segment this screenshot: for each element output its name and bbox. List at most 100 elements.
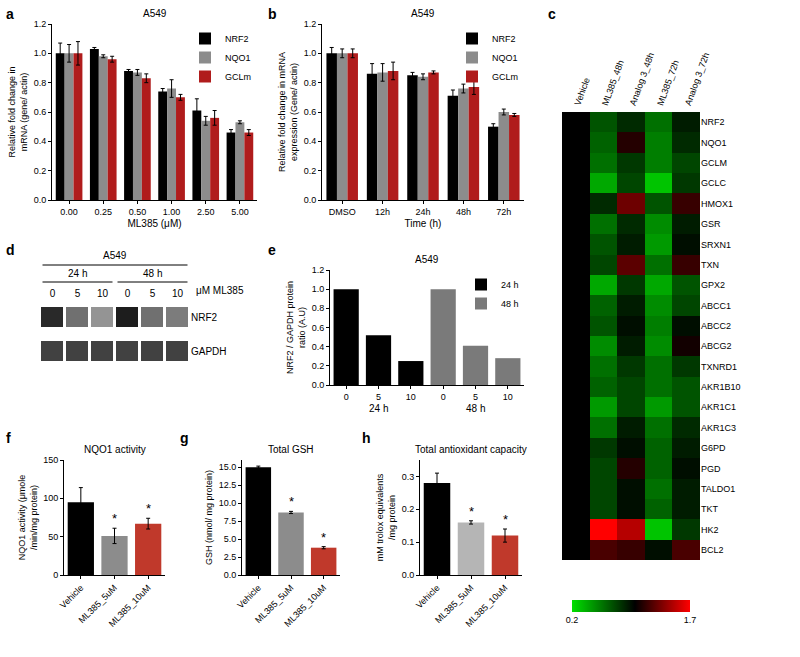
svg-text:ML385_5uM: ML385_5uM (253, 583, 295, 625)
svg-text:10: 10 (172, 288, 184, 299)
svg-text:2.50: 2.50 (197, 207, 215, 217)
svg-text:PGD: PGD (701, 464, 721, 474)
svg-text:100: 100 (43, 493, 58, 503)
svg-text:ML385_5uM: ML385_5uM (77, 583, 119, 625)
svg-text:Relative fold change in mRNAex: Relative fold change in mRNAexpression (… (277, 52, 299, 172)
svg-text:b: b (268, 6, 277, 22)
svg-text:mM trolox equivalents/mg prote: mM trolox equivalents/mg protein (375, 473, 397, 561)
svg-text:μM ML385: μM ML385 (196, 285, 244, 296)
svg-text:NRF2: NRF2 (191, 312, 218, 323)
svg-text:GCLm: GCLm (492, 72, 518, 82)
svg-text:0.50: 0.50 (129, 207, 147, 217)
svg-text:e: e (268, 242, 276, 258)
svg-text:1.00: 1.00 (163, 207, 181, 217)
svg-text:G6PD: G6PD (701, 443, 726, 453)
svg-text:0.4: 0.4 (34, 136, 47, 146)
svg-text:0.25: 0.25 (94, 207, 112, 217)
svg-text:5: 5 (150, 288, 156, 299)
svg-text:GPX2: GPX2 (701, 280, 725, 290)
svg-text:1.0: 1.0 (304, 48, 317, 58)
svg-text:NRF2 / GAPDH proteinratio (A.U: NRF2 / GAPDH proteinratio (A.U) (285, 281, 307, 374)
svg-text:10: 10 (97, 288, 109, 299)
svg-text:0.2: 0.2 (402, 504, 415, 514)
svg-text:5: 5 (376, 392, 381, 402)
svg-text:0.6: 0.6 (312, 323, 325, 333)
svg-text:Time (h): Time (h) (405, 218, 442, 229)
svg-text:Relative fold change inmRNA (g: Relative fold change inmRNA (gene/ actin… (7, 66, 29, 157)
svg-text:15.0: 15.0 (219, 462, 237, 472)
svg-text:0: 0 (53, 570, 58, 580)
svg-text:12.5: 12.5 (219, 480, 237, 490)
svg-text:0.1: 0.1 (402, 537, 415, 547)
svg-text:ML385_48h: ML385_48h (600, 59, 626, 107)
svg-text:*: * (289, 494, 294, 509)
svg-text:0.00: 0.00 (60, 207, 78, 217)
svg-text:NQO1: NQO1 (492, 53, 518, 63)
svg-text:ABCG2: ABCG2 (701, 341, 732, 351)
svg-text:ABCC2: ABCC2 (701, 321, 731, 331)
svg-text:AKR1B10: AKR1B10 (701, 382, 741, 392)
svg-text:0.8: 0.8 (312, 303, 325, 313)
svg-text:10: 10 (406, 392, 416, 402)
svg-text:2.5: 2.5 (224, 552, 237, 562)
svg-text:1.0: 1.0 (34, 48, 47, 58)
svg-text:TXNRD1: TXNRD1 (701, 362, 737, 372)
svg-text:5.0: 5.0 (224, 534, 237, 544)
svg-text:24 h: 24 h (68, 268, 87, 279)
svg-text:HK2: HK2 (701, 525, 719, 535)
svg-text:0: 0 (125, 288, 131, 299)
svg-text:0.2: 0.2 (304, 166, 317, 176)
svg-text:Analog 3_48h: Analog 3_48h (628, 51, 656, 107)
svg-text:1.2: 1.2 (34, 19, 47, 29)
svg-text:10.0: 10.0 (219, 498, 237, 508)
svg-text:ML385_10uM: ML385_10uM (282, 583, 328, 629)
svg-text:A549: A549 (411, 8, 435, 19)
svg-text:ML385_5uM: ML385_5uM (433, 583, 475, 625)
svg-text:*: * (503, 512, 508, 527)
svg-text:Vehicle: Vehicle (235, 583, 263, 611)
svg-text:7.5: 7.5 (224, 516, 237, 526)
svg-text:g: g (180, 430, 189, 446)
svg-text:SRXN1: SRXN1 (701, 240, 731, 250)
svg-text:48 h: 48 h (501, 299, 519, 309)
svg-text:BCL2: BCL2 (701, 545, 724, 555)
svg-text:Vehicle: Vehicle (573, 76, 592, 107)
svg-text:a: a (6, 6, 14, 22)
svg-text:NQO1: NQO1 (225, 53, 251, 63)
svg-text:0.6: 0.6 (304, 107, 317, 117)
svg-text:GCLC: GCLC (701, 178, 727, 188)
svg-text:c: c (548, 6, 556, 22)
svg-text:*: * (146, 501, 151, 516)
svg-text:0.2: 0.2 (34, 166, 47, 176)
svg-text:50: 50 (48, 532, 58, 542)
svg-text:0.8: 0.8 (304, 78, 317, 88)
svg-text:TALDO1: TALDO1 (701, 484, 735, 494)
svg-text:48h: 48h (456, 207, 471, 217)
svg-text:GCLm: GCLm (225, 72, 251, 82)
svg-text:1.2: 1.2 (304, 19, 317, 29)
svg-text:0.3: 0.3 (402, 472, 415, 482)
svg-text:5: 5 (473, 392, 478, 402)
svg-text:72h: 72h (496, 207, 511, 217)
svg-text:A549: A549 (103, 250, 127, 261)
svg-text:12h: 12h (375, 207, 390, 217)
svg-text:0.0: 0.0 (312, 380, 325, 390)
svg-text:DMSO: DMSO (329, 207, 356, 217)
svg-text:ABCC1: ABCC1 (701, 301, 731, 311)
svg-text:NRF2: NRF2 (701, 117, 725, 127)
svg-text:0: 0 (441, 392, 446, 402)
svg-text:0.0: 0.0 (224, 570, 237, 580)
svg-text:1.7: 1.7 (684, 615, 697, 625)
svg-text:1.2: 1.2 (312, 265, 325, 275)
svg-text:AKR1C1: AKR1C1 (701, 402, 736, 412)
svg-text:Vehicle: Vehicle (58, 583, 86, 611)
svg-text:A549: A549 (415, 254, 439, 265)
svg-text:HMOX1: HMOX1 (701, 199, 733, 209)
svg-text:0: 0 (344, 392, 349, 402)
svg-text:24h: 24h (415, 207, 430, 217)
svg-text:0.0: 0.0 (402, 570, 415, 580)
svg-text:GCLM: GCLM (701, 158, 727, 168)
svg-text:24 h: 24 h (369, 403, 388, 414)
svg-text:ML385_72h: ML385_72h (655, 59, 681, 107)
svg-text:NQO1: NQO1 (701, 138, 727, 148)
